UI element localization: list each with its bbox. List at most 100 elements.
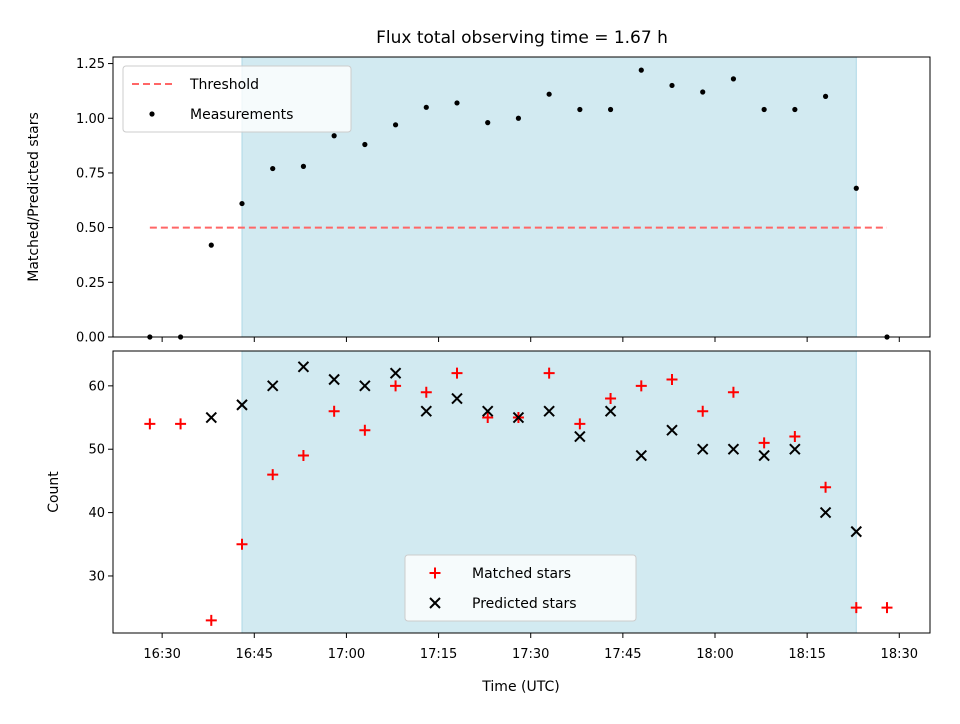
legend-measurements-label: Measurements xyxy=(190,107,293,123)
top-ytick-label: 1.25 xyxy=(76,57,105,72)
top-series0-point xyxy=(546,91,552,97)
bottom-legend-box xyxy=(404,554,637,622)
top-series0-point xyxy=(485,120,491,126)
top-series0-point xyxy=(577,106,583,113)
legend-threshold-label: Threshold xyxy=(189,77,259,93)
bottom-ytick-label: 60 xyxy=(88,379,105,394)
top-series0-point xyxy=(515,115,522,121)
bottom-series0-point xyxy=(267,469,279,481)
top-series0-point xyxy=(822,93,829,99)
bottom-series1-point xyxy=(604,405,617,417)
top-ytick-label: 0.25 xyxy=(76,276,105,291)
top-series0-point xyxy=(392,122,399,128)
top-ytick-label: 0.00 xyxy=(76,331,105,346)
bottom-ytick-label: 30 xyxy=(88,569,105,584)
bottom-series0-point xyxy=(758,437,770,449)
bottom-axes-frame xyxy=(112,350,931,634)
top-ylabel: Matched/Predicted stars xyxy=(26,112,42,282)
bottom-series1-point xyxy=(574,430,586,443)
bottom-series0-point xyxy=(881,602,893,614)
bottom-series1-point xyxy=(267,380,279,392)
top-series0-point xyxy=(638,67,644,73)
bottom-series0-point xyxy=(635,380,647,392)
bottom-series1-point xyxy=(789,443,801,455)
bottom-series1-point xyxy=(420,405,432,417)
bottom-series0-point xyxy=(359,424,371,436)
top-series0-point xyxy=(730,76,737,82)
bottom-xlabel: Time (UTC) xyxy=(481,679,559,695)
bottom-xtick-label: 16:30 xyxy=(143,647,180,662)
bottom-series0-point xyxy=(789,431,801,443)
bottom-xtick-label: 18:15 xyxy=(788,647,825,662)
top-legend-box xyxy=(122,65,352,133)
bottom-series0-point xyxy=(236,538,248,550)
bottom-series1-point xyxy=(328,373,340,386)
top-series0-point xyxy=(700,89,706,95)
bottom-ylabel: Count xyxy=(46,471,62,513)
bottom-series0-point xyxy=(482,412,494,424)
top-series0-point xyxy=(853,185,859,191)
top-series0-point xyxy=(792,106,798,113)
bottom-series0-point xyxy=(666,374,678,386)
legend-measurements-swatch xyxy=(149,111,155,117)
top-series0-point xyxy=(239,200,245,207)
bottom-series0-point xyxy=(451,367,463,379)
bottom-panel: 30 40 50 60 16:30 16:45 17:00 17:15 17:30 17:45 18… xyxy=(88,350,931,662)
bottom-series0-point xyxy=(328,405,340,417)
top-series0-point xyxy=(423,104,429,110)
bottom-series0-point xyxy=(727,386,739,398)
bottom-series1-point xyxy=(850,525,862,538)
bottom-series1-point xyxy=(758,449,770,462)
bottom-series0-point xyxy=(605,393,617,405)
legend-predicted-label: Predicted stars xyxy=(472,596,577,612)
bottom-series0-point xyxy=(420,386,432,398)
bottom-series1-point xyxy=(635,449,647,462)
top-series0-point xyxy=(270,165,276,172)
bottom-series0-point xyxy=(697,405,709,417)
bottom-series0-point xyxy=(175,418,187,430)
top-series0-point xyxy=(761,106,767,113)
legend-matched-swatch xyxy=(429,567,441,579)
bottom-series1-point xyxy=(819,506,832,519)
bottom-ytick-label: 40 xyxy=(88,506,105,521)
bottom-xtick-label: 18:30 xyxy=(881,647,918,662)
bottom-series0-point xyxy=(390,380,402,392)
legend-matched-label: Matched stars xyxy=(472,566,571,582)
bottom-series0-point xyxy=(543,367,555,379)
bottom-series1-point xyxy=(297,361,310,373)
top-series0-point xyxy=(300,163,307,169)
bottom-series0-point xyxy=(144,418,156,430)
bottom-xtick-label: 18:00 xyxy=(696,647,733,662)
bottom-series0-point xyxy=(850,602,862,614)
bottom-series1-point xyxy=(451,392,463,405)
top-ytick-label: 0.50 xyxy=(76,221,105,236)
top-series0-point xyxy=(669,82,675,89)
bottom-xtick-label: 17:00 xyxy=(328,647,365,662)
top-series0-point xyxy=(331,133,337,139)
bottom-xtick-label: 17:15 xyxy=(420,647,457,662)
bottom-xtick-label: 17:45 xyxy=(604,647,641,662)
top-series0-point xyxy=(607,106,614,113)
bottom-xtick-label: 17:30 xyxy=(512,647,549,662)
bottom-series1-point xyxy=(666,424,678,436)
top-series0-point xyxy=(454,100,460,106)
bottom-xtick-label: 16:45 xyxy=(236,647,273,662)
bottom-series1-point xyxy=(697,443,709,455)
bottom-ytick-label: 50 xyxy=(88,443,105,458)
chart-title: Flux total observing time = 1.67 h xyxy=(376,28,668,48)
top-series0-point xyxy=(208,242,214,248)
top-ytick-label: 1.00 xyxy=(76,112,105,127)
bottom-series1-point xyxy=(205,411,217,424)
bottom-series1-point xyxy=(482,405,494,417)
legend-predicted-swatch xyxy=(429,597,441,609)
bottom-series0-point xyxy=(297,450,309,462)
bottom-series1-point xyxy=(359,380,371,392)
bottom-series1-point xyxy=(543,405,555,417)
top-panel: 0.00 0.25 0.50 0.75 1.00 1.25 Threshold Measure… xyxy=(76,56,931,346)
bottom-series1-point xyxy=(512,411,525,424)
top-axes-frame xyxy=(112,56,931,338)
bottom-series0-point xyxy=(574,418,586,430)
top-ytick-label: 0.75 xyxy=(76,166,105,181)
top-series0-point xyxy=(362,141,368,148)
